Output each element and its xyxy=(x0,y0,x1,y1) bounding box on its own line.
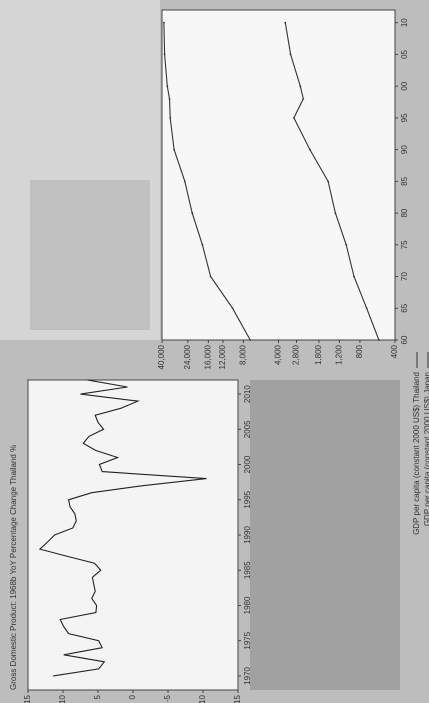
background-block xyxy=(250,380,400,690)
x-tick-label: 1990 xyxy=(243,526,252,544)
data-point xyxy=(327,180,330,183)
data-line xyxy=(163,22,251,341)
data-point xyxy=(365,307,368,310)
legend-label: GDP per capita (constant 2000 US$) Japan xyxy=(423,372,429,526)
y-tick-label: 10 xyxy=(58,694,67,703)
data-point xyxy=(231,307,234,310)
data-point xyxy=(249,339,252,341)
data-point xyxy=(191,212,194,214)
x-tick-label: 1995 xyxy=(243,490,252,508)
x-tick-label: 1980 xyxy=(243,596,252,614)
x-tick-label: 1985 xyxy=(243,561,252,579)
x-tick-label: 85 xyxy=(400,176,409,185)
y-tick-label: 5 xyxy=(93,694,102,699)
y-tick-label: 400 xyxy=(390,344,399,358)
y-tick-label: 0 xyxy=(128,694,137,699)
y-tick-label: 1,200 xyxy=(335,344,344,365)
plot-area xyxy=(161,9,396,341)
data-point xyxy=(166,85,169,88)
y-tick-label: -5 xyxy=(163,694,172,702)
data-point xyxy=(289,53,292,56)
x-tick-label: 70 xyxy=(400,272,409,281)
data-point xyxy=(284,21,287,24)
data-point xyxy=(168,97,171,100)
plot-area xyxy=(27,379,239,691)
data-point xyxy=(183,180,186,183)
x-tick-label: 2005 xyxy=(243,420,252,438)
data-point xyxy=(169,116,172,119)
y-tick-label: 8,000 xyxy=(239,344,248,365)
data-point xyxy=(299,85,302,88)
y-tick-label: 12,000 xyxy=(218,344,227,369)
chart-title: Gross Domestic Product: 1968b YoY Percen… xyxy=(9,445,18,690)
data-point xyxy=(377,339,380,341)
y-tick-label: 15 xyxy=(23,694,32,703)
data-line xyxy=(38,379,207,677)
x-tick-label: 2000 xyxy=(243,455,252,473)
data-point xyxy=(302,97,305,100)
data-point xyxy=(209,275,212,278)
data-point xyxy=(293,116,295,119)
data-line xyxy=(284,22,380,341)
x-tick-label: 2010 xyxy=(243,385,252,403)
y-tick-label: 16,000 xyxy=(203,344,212,369)
x-tick-label: 1975 xyxy=(243,631,252,649)
x-tick-label: 95 xyxy=(400,113,409,122)
y-tick-label: 24,000 xyxy=(183,344,192,369)
x-tick-label: 65 xyxy=(400,303,409,312)
data-point xyxy=(163,21,165,24)
data-point xyxy=(173,148,175,151)
y-tick-label: -15 xyxy=(233,694,242,703)
y-tick-label: 800 xyxy=(355,344,364,358)
data-point xyxy=(201,243,204,246)
x-tick-label: 05 xyxy=(400,49,409,58)
y-tick-label: 1,800 xyxy=(314,344,323,365)
y-tick-label: -10 xyxy=(198,694,207,703)
data-point xyxy=(163,53,166,56)
x-tick-label: 60 xyxy=(400,335,409,344)
x-tick-label: 1970 xyxy=(243,666,252,684)
x-tick-label: 80 xyxy=(400,208,409,217)
data-point xyxy=(334,212,337,214)
x-tick-label: 10 xyxy=(400,18,409,27)
x-tick-label: 90 xyxy=(400,145,409,154)
background-block xyxy=(30,180,150,330)
data-point xyxy=(353,275,355,278)
legend-label: GDP per capita (constant 2000 US$) Thail… xyxy=(412,372,421,535)
chart: 40,000 24,000 16,000 12,000 8,000 4,000 2,800 1… xyxy=(157,18,429,535)
data-point xyxy=(345,243,348,246)
y-tick-label: 2,800 xyxy=(292,344,301,365)
x-tick-label: 00 xyxy=(400,81,409,90)
x-tick-label: 75 xyxy=(400,240,409,249)
data-point xyxy=(309,148,311,151)
y-tick-label: 4,000 xyxy=(274,344,283,365)
y-tick-label: 40,000 xyxy=(157,344,166,369)
chart: Gross Domestic Product: 1968b YoY Percen… xyxy=(9,379,252,703)
